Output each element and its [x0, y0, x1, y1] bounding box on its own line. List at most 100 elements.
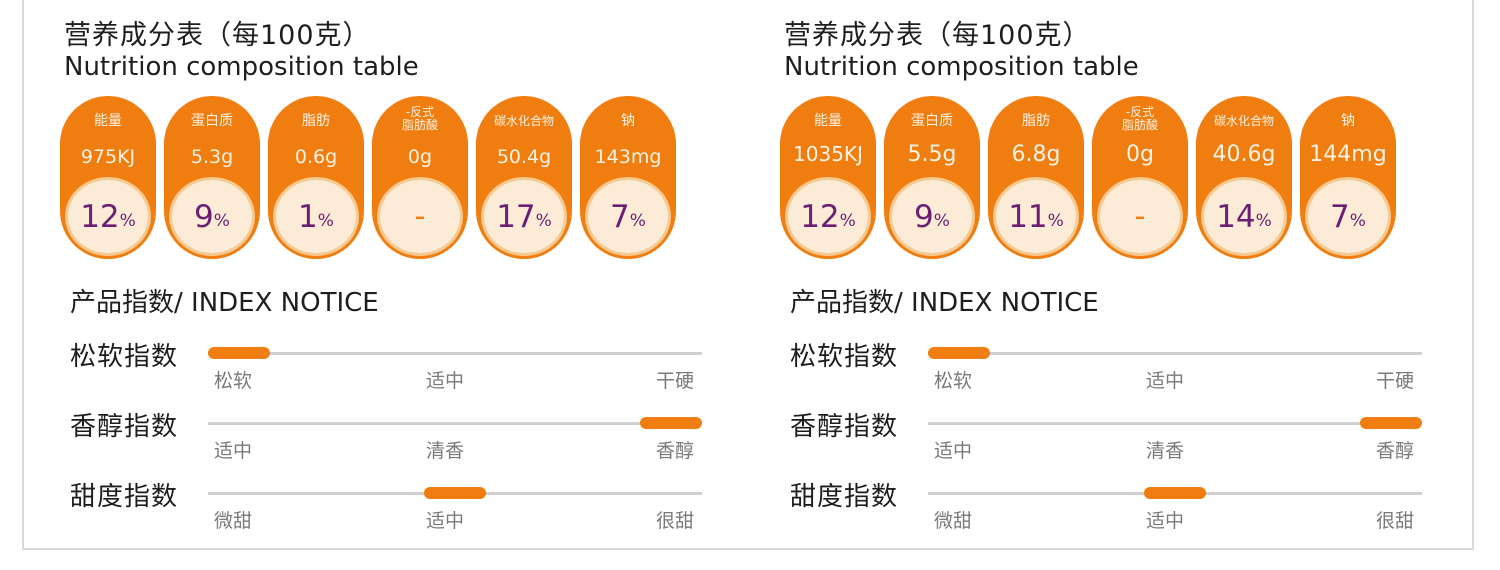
nutrient-pill: 碳水化合物 40.6g 14% [1196, 96, 1292, 259]
nutrient-percent-circle: 7% [585, 177, 671, 256]
nutrition-panel-left: 营养成分表（每100克） Nutrition composition table… [60, 0, 724, 560]
nutrient-value: 50.4g [496, 146, 552, 168]
percent-sign: % [839, 210, 856, 231]
nutrient-value: 143mg [594, 146, 662, 168]
nutrient-value: 6.8g [1011, 142, 1061, 167]
nutrient-label: 能量 [94, 113, 122, 129]
index-title: 产品指数/ INDEX NOTICE [790, 288, 1099, 318]
nutrient-pill: 蛋白质 5.5g 9% [884, 96, 980, 259]
nutrient-pill: 蛋白质 5.3g 9% [164, 96, 260, 259]
nutrient-pill: -反式 脂肪酸 0g - [1092, 96, 1188, 259]
index-tick-label: 干硬 [656, 370, 695, 392]
nutrient-value: 0g [1126, 142, 1154, 167]
nutrition-panel-right: 营养成分表（每100克） Nutrition composition table… [780, 0, 1444, 560]
index-tick-label: 松软 [934, 370, 973, 392]
nutrient-pill: 能量 975KJ 12% [60, 96, 156, 259]
percent-sign: % [1349, 210, 1366, 231]
nutrient-percent: 12 [80, 198, 120, 235]
nutrient-percent-circle: - [377, 177, 463, 256]
percent-sign: % [119, 210, 136, 231]
nutrient-label: 蛋白质 [911, 113, 953, 129]
content-frame [22, 0, 1474, 550]
nutrient-percent-circle: 1% [273, 177, 359, 256]
nutrient-label: 钠 [621, 113, 635, 129]
nutrient-value: 0g [407, 146, 433, 168]
percent-sign: % [933, 210, 950, 231]
nutrient-percent: - [414, 199, 426, 234]
percent-sign: % [1047, 210, 1064, 231]
index-slider-knob [208, 347, 270, 359]
nutrient-value: 5.3g [190, 146, 234, 168]
nutrient-percent-circle: 9% [889, 177, 975, 256]
index-row: 香醇指数 适中 清香 香醇 [70, 406, 710, 466]
nutrient-pill: -反式 脂肪酸 0g - [372, 96, 468, 259]
nutrient-value: 1035KJ [793, 142, 863, 166]
nutrient-percent-circle: 14% [1201, 177, 1287, 256]
nutrient-value: 144mg [1309, 142, 1387, 167]
index-tick-label: 清香 [1146, 440, 1185, 462]
index-slider-knob [1360, 417, 1422, 429]
index-slider-track [928, 417, 1422, 429]
percent-sign: % [535, 210, 552, 231]
index-tick-label: 微甜 [214, 510, 253, 532]
nutrient-value: 40.6g [1212, 142, 1276, 167]
index-name: 松软指数 [790, 342, 899, 372]
nutrient-pill: 钠 143mg 7% [580, 96, 676, 259]
percent-sign: % [317, 210, 334, 231]
nutrient-label: 钠 [1341, 113, 1355, 129]
index-slider-knob [640, 417, 702, 429]
nutrient-percent-circle: - [1097, 177, 1183, 256]
nutrient-pills: 能量 1035KJ 12% 蛋白质 5.5g 9% 脂肪 6.8g 11% -反式 脂肪酸 0g - 碳… [780, 96, 1460, 261]
nutrient-pill: 脂肪 0.6g 1% [268, 96, 364, 259]
nutrient-label: 脂肪 [1022, 113, 1050, 129]
index-tick-label: 很甜 [1376, 510, 1415, 532]
nutrient-label: 脂肪 [302, 113, 330, 129]
index-tick-label: 很甜 [656, 510, 695, 532]
index-name: 甜度指数 [790, 482, 899, 512]
panel-title-en: Nutrition composition table [64, 52, 419, 82]
nutrient-label: 碳水化合物 [1213, 114, 1274, 128]
index-name: 香醇指数 [70, 412, 179, 442]
index-slider-track [208, 417, 702, 429]
panel-title-cn: 营养成分表（每100克） [784, 20, 1091, 51]
nutrient-percent-circle: 7% [1305, 177, 1391, 256]
index-tick-label: 香醇 [1376, 440, 1415, 462]
percent-sign: % [629, 210, 646, 231]
nutrient-label: 能量 [814, 113, 842, 129]
nutrient-pills: 能量 975KJ 12% 蛋白质 5.3g 9% 脂肪 0.6g 1% -反式 脂肪酸 0g - 碳水化… [60, 96, 740, 261]
index-row: 甜度指数 微甜 适中 很甜 [70, 476, 710, 536]
index-tick-label: 适中 [1146, 510, 1185, 532]
nutrient-percent: 7 [610, 198, 630, 235]
index-slider-track [208, 487, 702, 499]
nutrient-pill: 能量 1035KJ 12% [780, 96, 876, 259]
nutrient-label: 碳水化合物 [493, 114, 554, 128]
percent-sign: % [1255, 210, 1272, 231]
index-tick-label: 适中 [214, 440, 253, 462]
nutrient-percent: 9 [914, 198, 934, 235]
index-slider-knob [424, 487, 486, 499]
nutrient-percent: 12 [800, 198, 840, 235]
index-row: 松软指数 松软 适中 干硬 [790, 336, 1430, 396]
nutrient-label: 蛋白质 [191, 113, 233, 129]
index-tick-label: 适中 [426, 510, 465, 532]
index-slider-track [208, 347, 702, 359]
nutrient-percent-circle: 17% [481, 177, 567, 256]
index-name: 香醇指数 [790, 412, 899, 442]
nutrient-label: -反式 脂肪酸 [1121, 105, 1158, 132]
panel-title-en: Nutrition composition table [784, 52, 1139, 82]
index-tick-label: 松软 [214, 370, 253, 392]
nutrient-pill: 脂肪 6.8g 11% [988, 96, 1084, 259]
index-slider-knob [1144, 487, 1206, 499]
nutrient-value: 0.6g [294, 146, 338, 168]
index-tick-label: 微甜 [934, 510, 973, 532]
index-name: 松软指数 [70, 342, 179, 372]
nutrient-percent: 9 [194, 198, 214, 235]
nutrient-percent: 17 [496, 198, 536, 235]
index-tick-label: 适中 [934, 440, 973, 462]
nutrient-label: -反式 脂肪酸 [401, 105, 438, 132]
nutrient-percent-circle: 11% [993, 177, 1079, 256]
nutrient-percent-circle: 9% [169, 177, 255, 256]
nutrient-percent: 1 [298, 198, 318, 235]
nutrient-percent: 7 [1330, 198, 1350, 235]
nutrient-percent: 14 [1216, 198, 1256, 235]
